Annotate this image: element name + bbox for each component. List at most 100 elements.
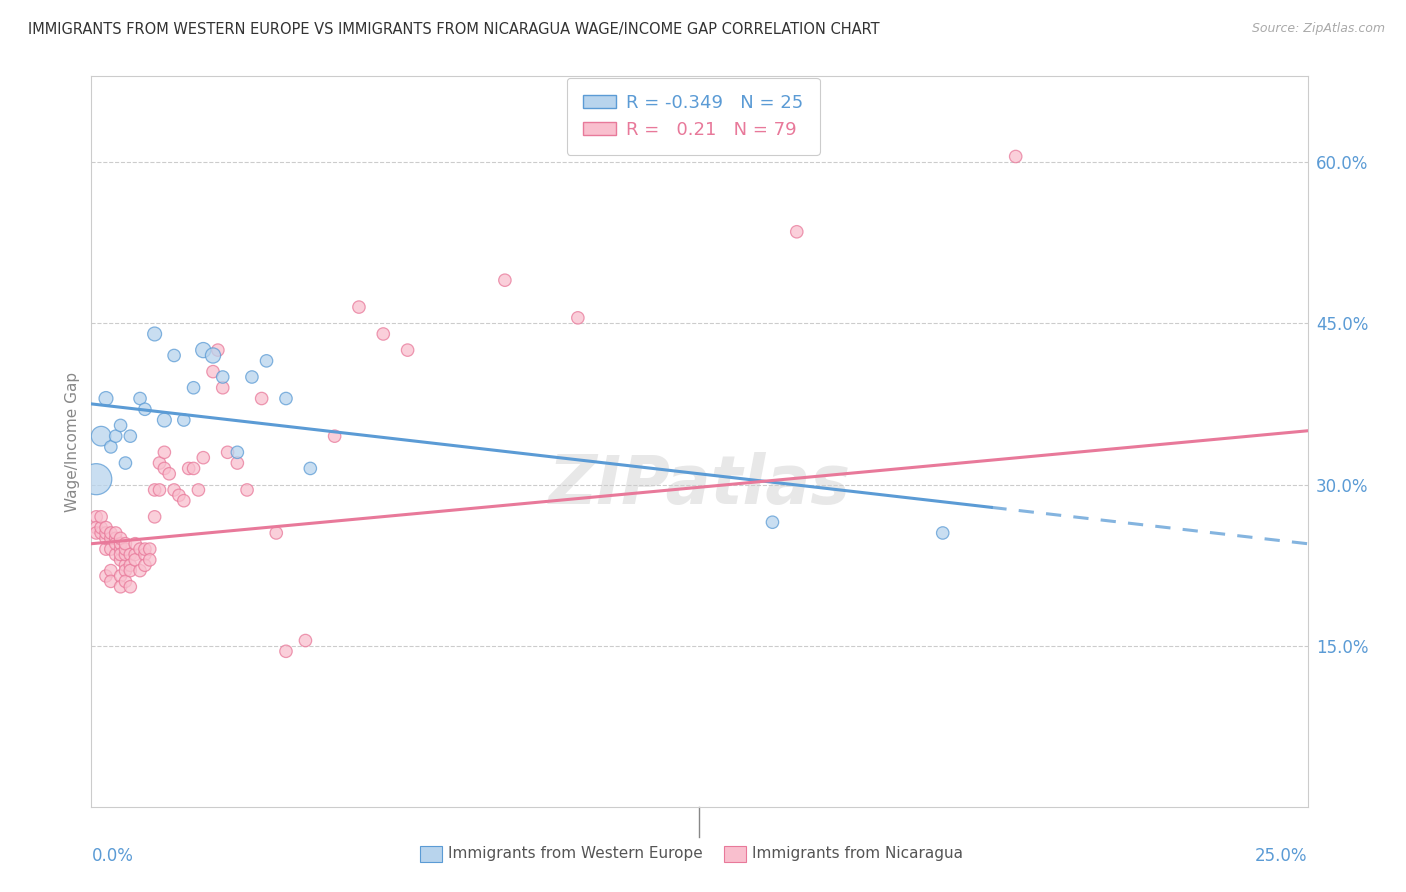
Point <box>110 548 132 562</box>
Point <box>94 392 117 406</box>
Point <box>134 402 156 417</box>
Point <box>104 537 127 551</box>
Point <box>84 520 107 534</box>
Point <box>264 526 287 541</box>
Point <box>153 413 176 427</box>
Text: ZIPatlas: ZIPatlas <box>548 452 851 518</box>
Point <box>143 326 166 341</box>
Point <box>120 580 142 594</box>
Point <box>124 537 146 551</box>
Point <box>183 461 205 475</box>
Legend: R = -0.349   N = 25, R =   0.21   N = 79: R = -0.349 N = 25, R = 0.21 N = 79 <box>567 78 820 155</box>
Point <box>129 564 152 578</box>
Point <box>94 526 117 541</box>
Point <box>129 392 152 406</box>
Point <box>207 343 229 358</box>
Text: Source: ZipAtlas.com: Source: ZipAtlas.com <box>1251 22 1385 36</box>
Point <box>256 354 278 368</box>
Point <box>211 370 233 384</box>
Point <box>143 509 166 524</box>
Text: Immigrants from Nicaragua: Immigrants from Nicaragua <box>752 846 963 861</box>
Point <box>250 392 273 406</box>
Point <box>347 300 370 314</box>
Point <box>104 548 127 562</box>
Point <box>134 542 156 557</box>
Point <box>236 483 259 497</box>
Point <box>114 548 136 562</box>
Point <box>90 526 112 541</box>
Point <box>163 483 186 497</box>
Point <box>373 326 395 341</box>
Point <box>94 569 117 583</box>
Point <box>786 225 808 239</box>
Point <box>110 532 132 546</box>
Point <box>110 580 132 594</box>
Point <box>114 537 136 551</box>
Point <box>143 483 166 497</box>
Point <box>173 493 195 508</box>
Point <box>274 644 297 658</box>
Point <box>139 542 162 557</box>
FancyBboxPatch shape <box>420 846 441 862</box>
Point <box>202 349 225 363</box>
Y-axis label: Wage/Income Gap: Wage/Income Gap <box>65 371 80 512</box>
Point <box>94 520 117 534</box>
Point <box>217 445 239 459</box>
Point <box>110 569 132 583</box>
Point <box>114 456 136 470</box>
Point <box>139 553 162 567</box>
Point <box>931 526 953 541</box>
Point <box>124 553 146 567</box>
Point <box>226 445 249 459</box>
Point <box>110 542 132 557</box>
Text: 25.0%: 25.0% <box>1256 847 1308 865</box>
Point <box>84 472 107 486</box>
Point <box>157 467 180 481</box>
Point <box>104 532 127 546</box>
Point <box>163 349 186 363</box>
Point <box>183 381 205 395</box>
Point <box>110 418 132 433</box>
Point <box>134 548 156 562</box>
Point <box>299 461 322 475</box>
Point <box>104 526 127 541</box>
Text: IMMIGRANTS FROM WESTERN EUROPE VS IMMIGRANTS FROM NICARAGUA WAGE/INCOME GAP CORR: IMMIGRANTS FROM WESTERN EUROPE VS IMMIGR… <box>28 22 880 37</box>
Point <box>120 564 142 578</box>
Point <box>114 574 136 589</box>
Point <box>167 488 190 502</box>
Point <box>1004 149 1026 163</box>
FancyBboxPatch shape <box>724 846 745 862</box>
Point <box>177 461 200 475</box>
Point <box>240 370 263 384</box>
Point <box>84 526 107 541</box>
Point <box>134 558 156 573</box>
Point <box>90 429 112 443</box>
Point <box>211 381 233 395</box>
Point <box>153 445 176 459</box>
Point <box>100 542 122 557</box>
Point <box>193 450 215 465</box>
Point <box>323 429 346 443</box>
Point <box>100 532 122 546</box>
Point <box>110 537 132 551</box>
Point <box>202 365 225 379</box>
Point <box>153 461 176 475</box>
Text: Immigrants from Western Europe: Immigrants from Western Europe <box>447 846 703 861</box>
Point <box>100 574 122 589</box>
Point <box>114 558 136 573</box>
Point <box>90 520 112 534</box>
Point <box>120 548 142 562</box>
Point <box>494 273 516 287</box>
Point <box>124 548 146 562</box>
Point <box>187 483 209 497</box>
Point <box>120 558 142 573</box>
Point <box>761 515 783 529</box>
Point <box>100 440 122 454</box>
Point <box>567 310 589 325</box>
Point <box>100 526 122 541</box>
Point <box>226 456 249 470</box>
Point <box>104 429 127 443</box>
Point <box>114 542 136 557</box>
Point <box>114 564 136 578</box>
Point <box>120 429 142 443</box>
